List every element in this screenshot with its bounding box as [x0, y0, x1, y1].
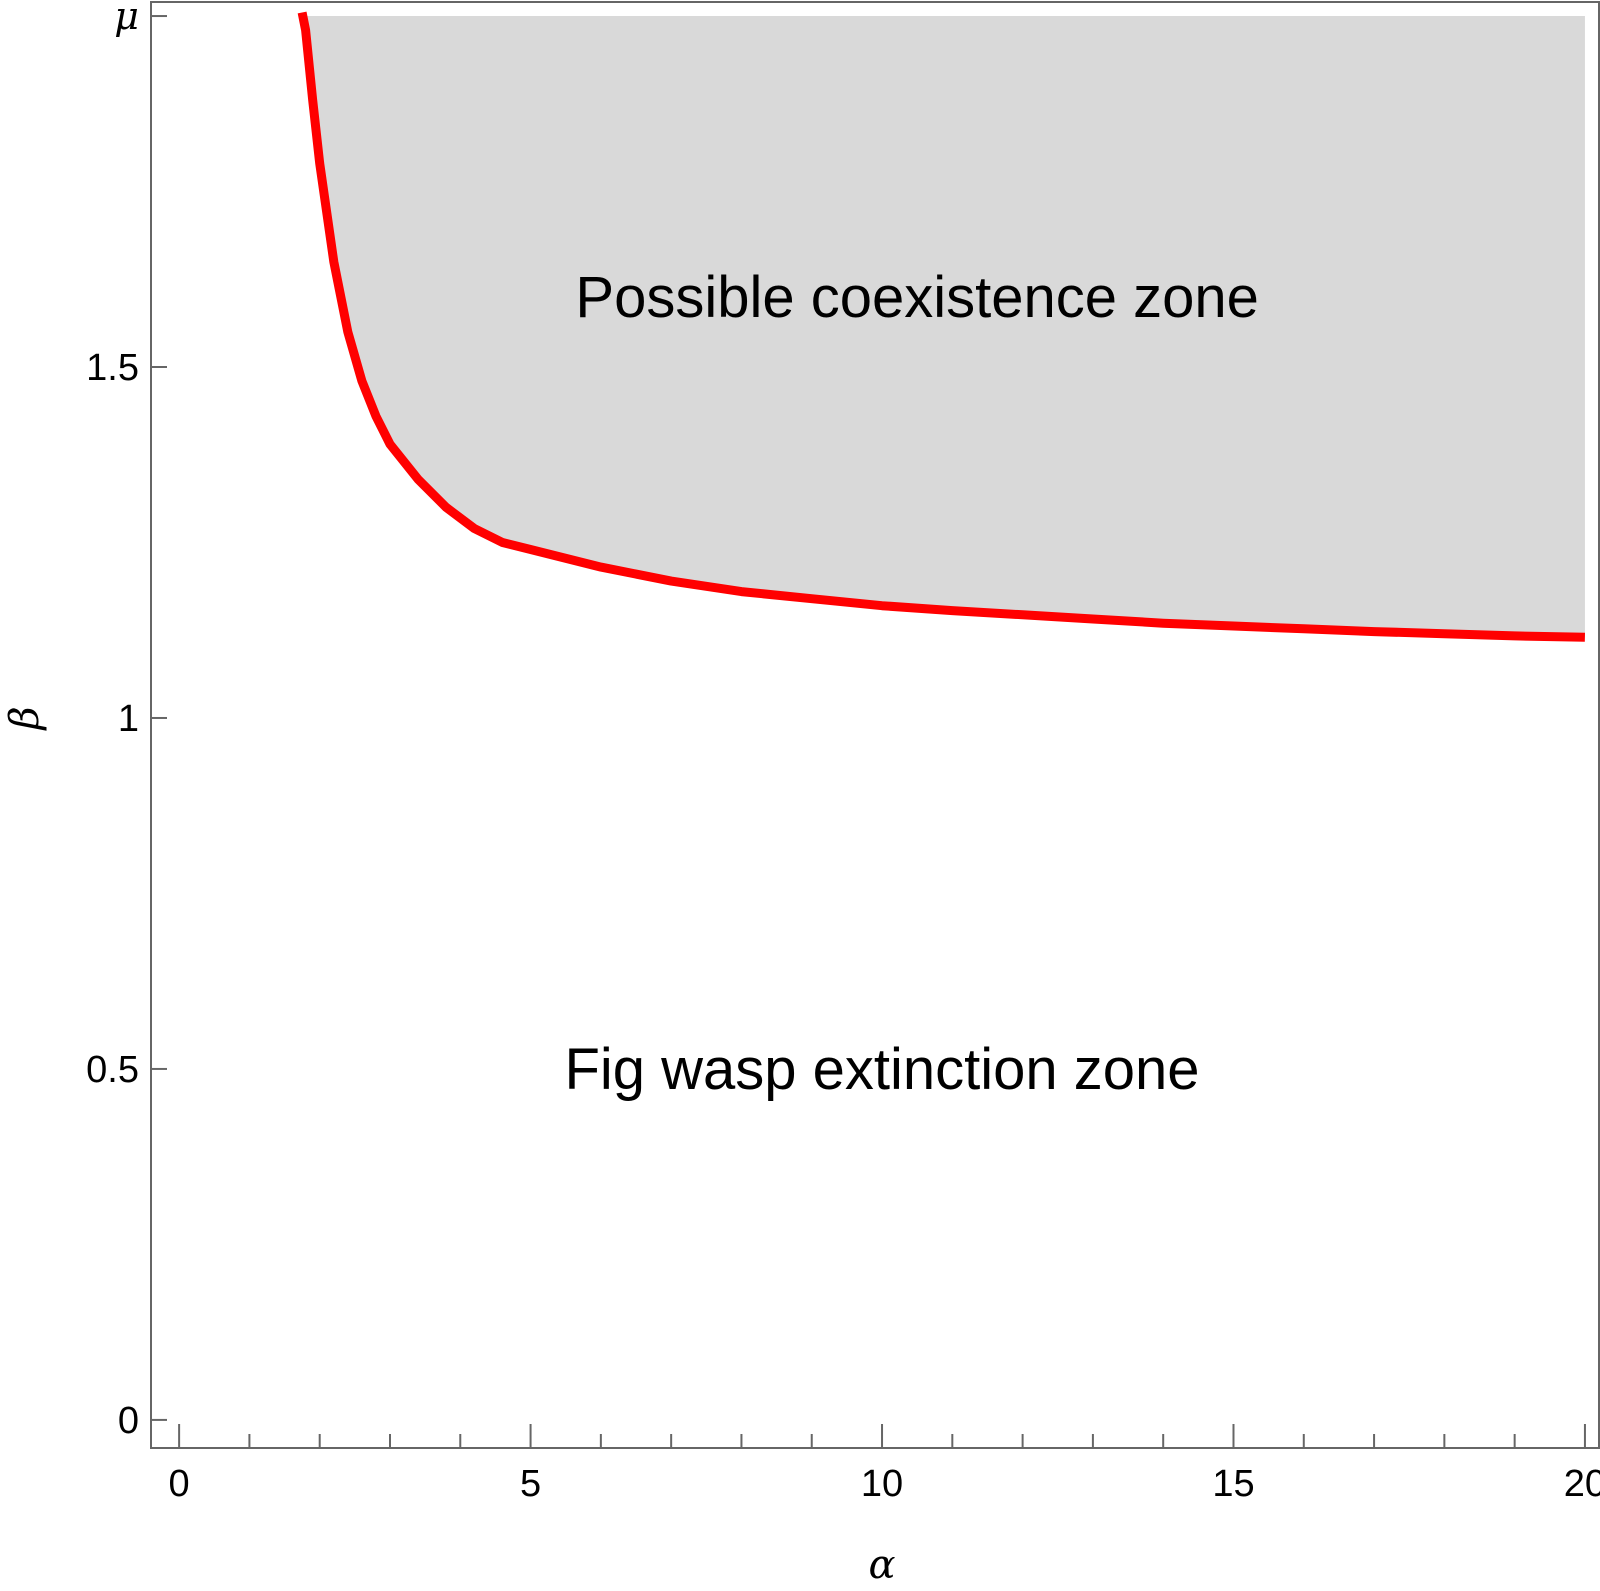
y-axis-ticks: 0 0.5 1 1.5 μ — [86, 0, 167, 1442]
plot-frame — [150, 1, 1600, 1449]
annotation-coexistence: Possible coexistence zone — [575, 265, 1259, 330]
y-tick-label: 0 — [118, 1400, 139, 1442]
annotation-extinction: Fig wasp extinction zone — [564, 1037, 1199, 1102]
y-tick-label: 0.5 — [86, 1049, 139, 1091]
coexistence-region — [302, 16, 1585, 638]
x-tick-label: 10 — [861, 1463, 903, 1505]
x-tick-label: 20 — [1564, 1463, 1600, 1505]
boundary-curve — [297, 11, 1585, 642]
y-tick-label: 1.5 — [86, 347, 139, 389]
y-tick-label: 1 — [118, 698, 139, 740]
x-tick-label: 5 — [520, 1463, 541, 1505]
y-tick-label-mu: μ — [114, 0, 139, 38]
x-axis-ticks: 0 5 10 15 20 — [169, 1424, 1600, 1505]
x-tick-label: 15 — [1212, 1463, 1254, 1505]
y-axis-label: β — [2, 706, 48, 731]
x-axis-label: α — [869, 1542, 896, 1588]
x-tick-label: 0 — [169, 1463, 190, 1505]
